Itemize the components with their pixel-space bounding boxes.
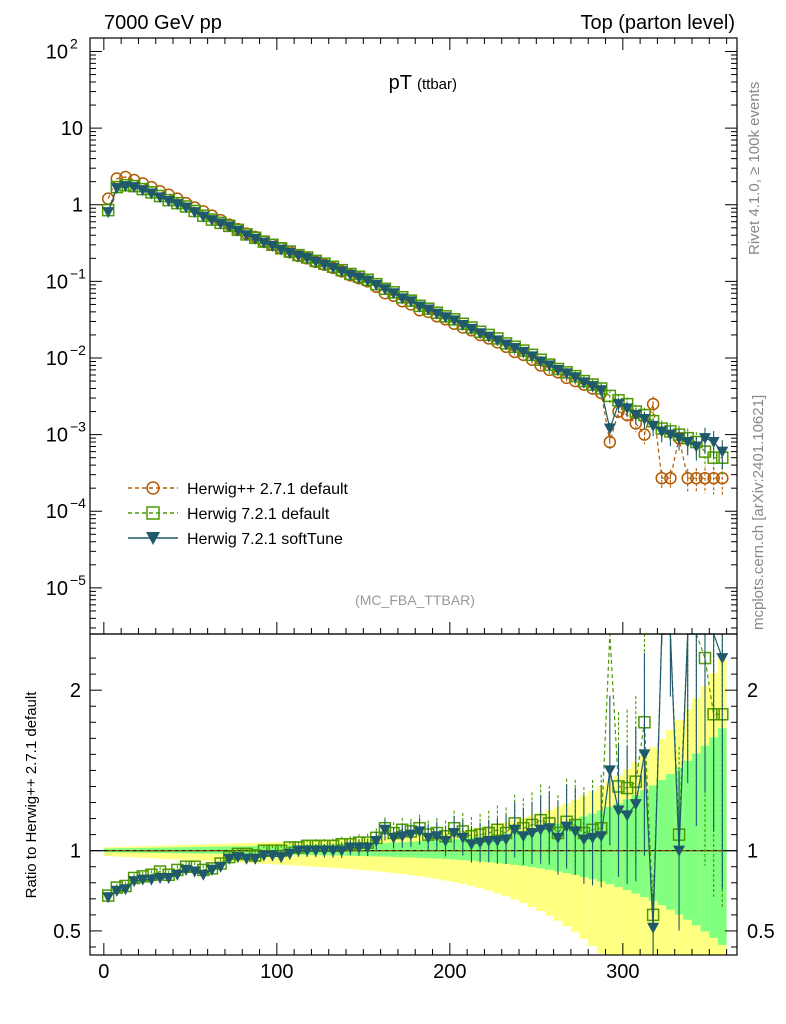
y-tick-label-exponent: −2 (70, 342, 86, 358)
chart-title: pT (389, 72, 412, 94)
main-herwigpp-line (107, 176, 723, 479)
y-tick-label: 10 (46, 425, 68, 447)
x-tick-labels: 0 100 200 300 (98, 961, 639, 983)
main-data-layer (101, 170, 729, 496)
series-herwig7-default (101, 178, 729, 476)
uncertainty-band-green (605, 807, 615, 885)
uncertainty-band-green (648, 785, 658, 901)
series-herwig7-softtune (102, 181, 729, 470)
ratio-series-herwig7-softtune (102, 633, 729, 955)
ratio-y-tick-label-left: 0.5 (53, 921, 81, 943)
uncertainty-band-green (683, 760, 693, 920)
y-tick-label: 10 (46, 271, 68, 293)
uncertainty-band-green (666, 774, 675, 910)
legend-marker-herwig7-softtune (146, 532, 160, 545)
main-herwig7-default-point (603, 389, 617, 403)
uncertainty-band-green (692, 753, 701, 926)
x-tick-label: 200 (433, 961, 466, 983)
ratio-herwig7-softtune-line (107, 633, 723, 928)
legend-label-herwig7-softtune: Herwig 7.2.1 softTune (187, 531, 343, 548)
uncertainty-band-green (397, 842, 407, 858)
main-herwigpp-point (664, 471, 677, 485)
legend-label-herwig7-default: Herwig 7.2.1 default (187, 506, 330, 523)
ratio-y-axis-label: Ratio to Herwig++ 2.7.1 default (23, 691, 40, 899)
ratio-data-layer (101, 633, 729, 955)
legend-entry-herwig7-default: Herwig 7.2.1 default (128, 506, 330, 523)
x-tick-label: 0 (98, 961, 109, 983)
y-tick-label-exponent: 2 (70, 35, 78, 51)
ratio-herwig7-softtune-point (716, 653, 729, 665)
uncertainty-band-green (657, 779, 667, 906)
ratio-axis-ticks (90, 657, 737, 955)
mcplots-reference-label: mcplots.cern.ch [arXiv:2401.10621] (750, 395, 767, 630)
ratio-y-tick-labels: 0.5 0.5 1 1 2 2 (53, 680, 775, 943)
y-tick-label: 1 (72, 195, 83, 217)
legend-marker-herwig7-default (146, 506, 160, 520)
ratio-frame (89, 633, 738, 956)
y-tick-label-exponent: −1 (70, 265, 86, 281)
ratio-panel: 0.5 0.5 1 1 2 2 0 100 200 300 Ratio to Herwig++ … (23, 633, 775, 983)
legend-marker-herwigpp (146, 481, 160, 495)
main-herwig7-softtune-line (107, 185, 723, 453)
main-herwig7-softtune-point (716, 446, 729, 458)
legend-entry-herwigpp: Herwig++ 2.7.1 default (128, 481, 349, 498)
uncertainty-band-green (380, 842, 390, 857)
uncertainty-band-green (406, 841, 416, 858)
y-tick-label-exponent: −5 (70, 572, 86, 588)
uncertainty-band-green (415, 841, 424, 858)
ratio-herwig7-softtune-point (647, 922, 660, 934)
ratio-y-tick-label-left: 1 (70, 841, 81, 863)
main-herwigpp-point (638, 428, 651, 441)
y-tick-label: 10 (46, 41, 68, 63)
process-label: Top (parton level) (580, 12, 735, 34)
collision-energy-label: 7000 GeV pp (104, 12, 222, 34)
ratio-y-tick-label-left: 2 (70, 680, 81, 702)
uncertainty-band-green (709, 737, 718, 938)
main-herwigpp-point (681, 471, 694, 485)
main-axis-ticks (90, 38, 737, 634)
y-tick-label: 10 (46, 501, 68, 523)
series-herwigpp (101, 170, 729, 496)
y-tick-label-exponent: −3 (70, 419, 86, 435)
ratio-y-tick-label-right: 2 (747, 680, 758, 702)
uncertainty-band-green (389, 842, 398, 857)
ratio-y-tick-label-right: 0.5 (747, 921, 775, 943)
y-tick-label: 10 (46, 578, 68, 600)
analysis-label: (MC_FBA_TTBAR) (355, 592, 475, 608)
main-herwig7-softtune-point (102, 207, 115, 219)
legend-entry-herwig7-softtune: Herwig 7.2.1 softTune (128, 531, 343, 548)
main-herwigpp-point (646, 397, 660, 411)
ratio-herwig7-softtune-point (673, 845, 686, 857)
chart-title-sub: (ttbar) (417, 76, 457, 93)
y-tick-label: 10 (46, 348, 68, 370)
y-tick-label: 10 (61, 118, 83, 140)
x-tick-label: 100 (260, 961, 293, 983)
main-herwigpp-point (603, 435, 617, 449)
ratio-y-tick-label-right: 1 (747, 841, 758, 863)
uncertainty-band-green (700, 745, 710, 932)
x-tick-label: 300 (606, 961, 639, 983)
legend-label-herwigpp: Herwig++ 2.7.1 default (187, 481, 349, 498)
y-tick-label-exponent: −4 (70, 495, 86, 511)
legend: Herwig++ 2.7.1 default Herwig 7.2.1 defa… (128, 481, 349, 548)
rivet-version-label: Rivet 4.1.0, ≥ 100k events (746, 82, 763, 255)
